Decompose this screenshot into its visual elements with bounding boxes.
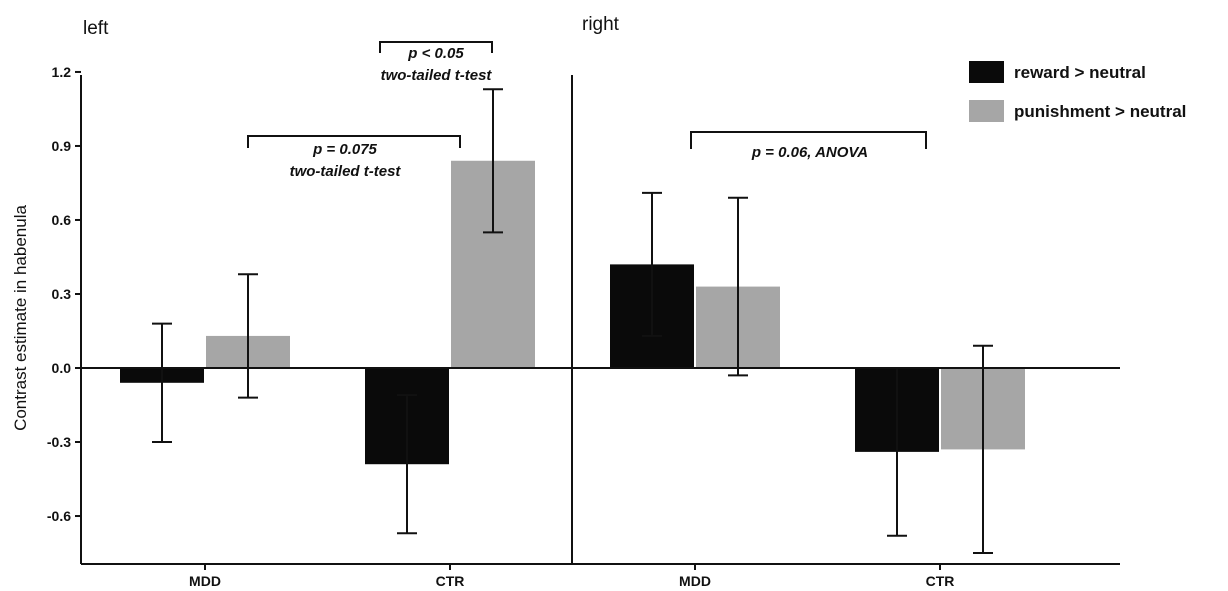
y-axis-label: Contrast estimate in habenula (11, 205, 30, 431)
x-tick-label: CTR (436, 573, 465, 589)
x-tick-label: CTR (926, 573, 955, 589)
annotation-3-line-1: p = 0.06, ANOVA (751, 144, 868, 161)
annotation-2-line-2: two-tailed t-test (290, 163, 402, 180)
y-tick-label: 0.0 (52, 360, 72, 376)
annotation-bracket-1 (379, 41, 493, 53)
axes-layer: 1.2 0.9 0.6 0.3 0.0 -0.3 -0.6 MDD CTR MDD CTR (47, 64, 1120, 589)
x-tick-label: MDD (679, 573, 711, 589)
annotation-bracket-3 (690, 131, 927, 149)
annotation-3: p = 0.06, ANOVA (690, 131, 927, 161)
legend-label-punishment: punishment > neutral (1014, 102, 1186, 121)
annotation-1-line-2: two-tailed t-test (381, 67, 493, 84)
y-tick-label: 0.9 (52, 138, 72, 154)
annotation-2-line-1: p = 0.075 (312, 141, 377, 158)
annotation-1-line-1: p < 0.05 (407, 45, 464, 62)
y-tick-label: 0.6 (52, 212, 72, 228)
y-tick-label: 0.3 (52, 286, 72, 302)
annotation-2: p = 0.075 two-tailed t-test (247, 135, 461, 180)
panel-label-left: left (83, 18, 109, 39)
annotation-1: p < 0.05 two-tailed t-test (379, 41, 493, 84)
y-tick-label: 1.2 (52, 64, 72, 80)
y-tick-label: -0.3 (47, 434, 71, 450)
y-tick-label: -0.6 (47, 508, 71, 524)
legend: reward > neutral punishment > neutral (969, 61, 1186, 122)
legend-label-reward: reward > neutral (1014, 63, 1146, 82)
bars-layer (120, 160, 1025, 465)
legend-swatch-reward (969, 61, 1004, 83)
legend-swatch-punishment (969, 100, 1004, 122)
x-tick-label: MDD (189, 573, 221, 589)
error-bars-layer (152, 88, 993, 555)
panel-label-right: right (582, 14, 620, 35)
y-axis-title: Contrast estimate in habenula (11, 205, 30, 431)
annotation-bracket-2 (247, 135, 461, 148)
